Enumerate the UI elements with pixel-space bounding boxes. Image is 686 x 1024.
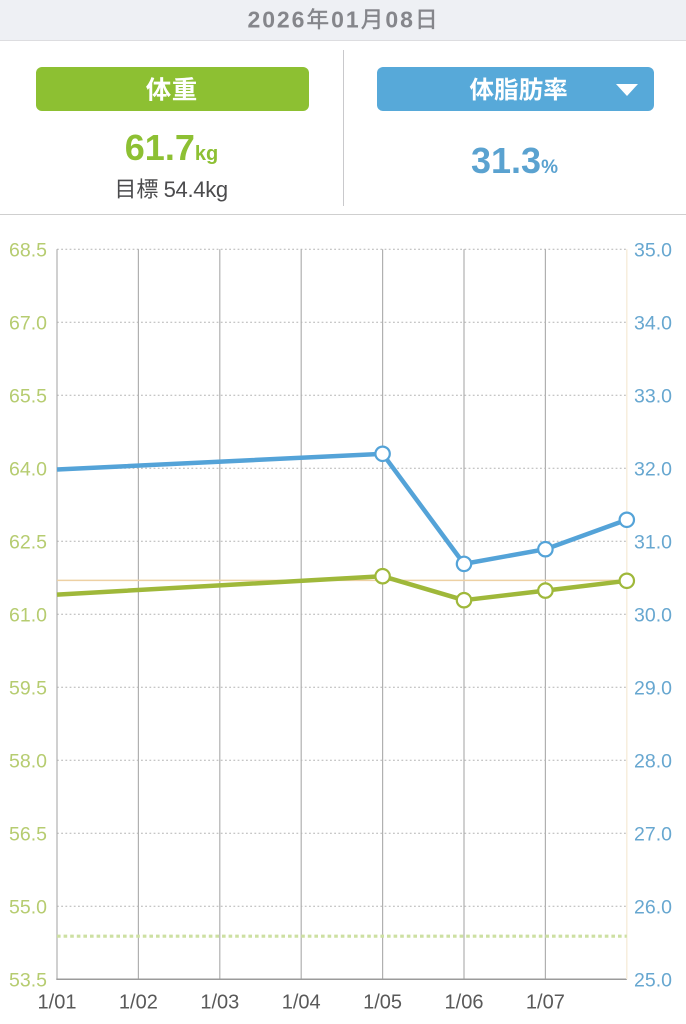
svg-text:56.5: 56.5 [9,823,47,845]
svg-text:61.0: 61.0 [9,604,47,626]
svg-text:1/06: 1/06 [445,992,484,1014]
svg-text:1/05: 1/05 [363,992,402,1014]
svg-text:01: 01 [331,7,360,33]
svg-text:53.5: 53.5 [9,969,47,991]
svg-text:27.0: 27.0 [634,823,672,845]
svg-text:1/03: 1/03 [200,992,239,1014]
svg-text:32.0: 32.0 [634,458,672,480]
svg-text:25.0: 25.0 [634,969,672,991]
svg-text:64.0: 64.0 [9,458,47,480]
svg-text:26.0: 26.0 [634,896,672,918]
svg-text:30.0: 30.0 [634,604,672,626]
svg-text:29.0: 29.0 [634,677,672,699]
svg-text:1/02: 1/02 [119,992,158,1014]
svg-text:1/04: 1/04 [282,992,321,1014]
svg-text:68.5: 68.5 [9,239,47,261]
svg-text:55.0: 55.0 [9,896,47,918]
svg-text:1/07: 1/07 [526,992,565,1014]
svg-text:54.4kg: 54.4kg [164,177,228,202]
svg-text:59.5: 59.5 [9,677,47,699]
svg-text:33.0: 33.0 [634,385,672,407]
svg-text:67.0: 67.0 [9,312,47,334]
svg-text:08: 08 [385,7,414,33]
svg-text:35.0: 35.0 [634,239,672,261]
svg-text:62.5: 62.5 [9,531,47,553]
svg-text:34.0: 34.0 [634,312,672,334]
svg-text:1/01: 1/01 [38,992,77,1014]
svg-text:65.5: 65.5 [9,385,47,407]
svg-text:58.0: 58.0 [9,750,47,772]
svg-text:2026: 2026 [248,7,307,33]
svg-text:31.0: 31.0 [634,531,672,553]
svg-text:28.0: 28.0 [634,750,672,772]
